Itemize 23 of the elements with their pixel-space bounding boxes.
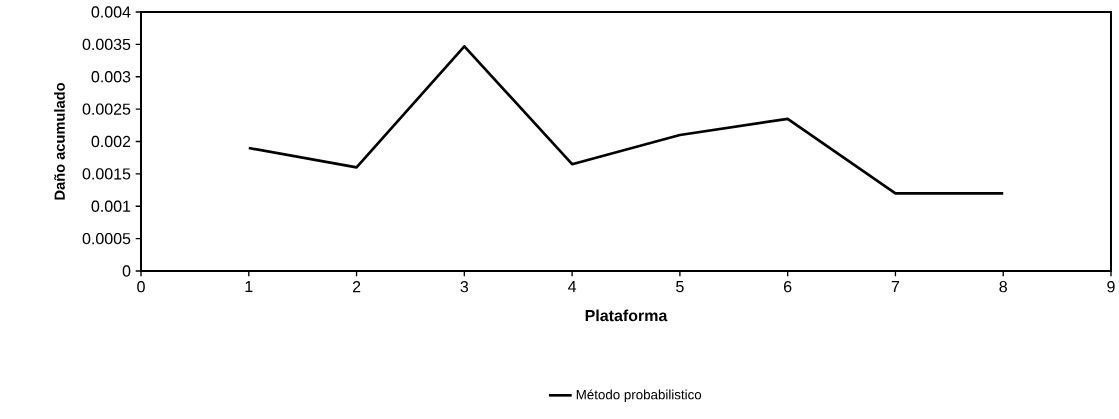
x-tick-label: 6: [784, 281, 792, 293]
x-tick-label: 9: [1107, 281, 1115, 293]
x-tick-label: 4: [568, 281, 577, 293]
y-tick-label: 0.001: [91, 200, 131, 212]
x-tick-label: 7: [891, 281, 900, 293]
x-tick-label: 8: [999, 281, 1007, 293]
y-tick-label: 0.002: [91, 135, 131, 148]
y-tick-label: 0.0005: [82, 232, 131, 245]
y-axis-title: Daño acumulado: [54, 83, 65, 200]
x-tick-label: 1: [245, 281, 253, 293]
y-tick-label: 0.0015: [82, 168, 131, 180]
y-tick-label: 0.0035: [82, 38, 131, 51]
x-axis-title: Plataforma: [585, 309, 668, 322]
y-tick-label: 0.0025: [82, 103, 131, 115]
x-tick-label: 3: [460, 281, 469, 293]
legend-label: Método probabilistico: [576, 389, 702, 402]
y-tick-label: 0.004: [91, 6, 131, 18]
y-tick-label: 0.003: [91, 71, 131, 83]
x-tick-label: 2: [352, 281, 361, 293]
x-tick-label: 5: [676, 281, 684, 293]
line-series: [247, 44, 1005, 195]
y-tick-label: 0: [122, 265, 131, 277]
x-tick-label: 0: [137, 281, 145, 293]
